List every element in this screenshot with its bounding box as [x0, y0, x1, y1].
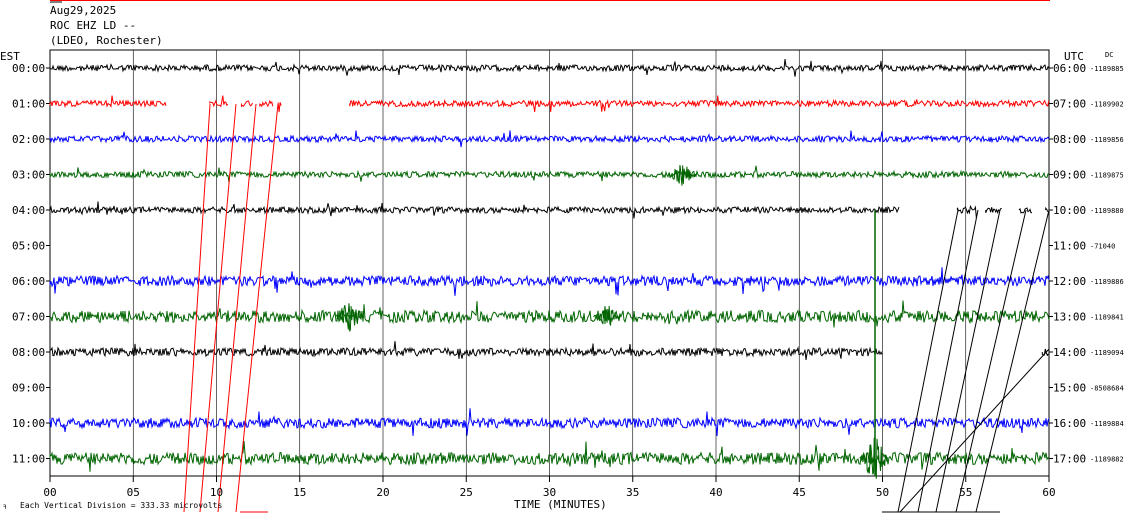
seismic-trace-segment [985, 207, 1002, 215]
dc-offset-label: -1189094 [1090, 349, 1124, 357]
seismic-event-burst [335, 305, 365, 332]
seismic-trace-segment [1041, 348, 1049, 357]
seismic-trace-segment [1045, 206, 1050, 213]
x-tick-label: 45 [793, 486, 806, 499]
seismic-trace-segment [49, 300, 1050, 328]
est-time-label: 00:00 [12, 62, 45, 75]
utc-time-label: 14:00 [1053, 346, 1086, 359]
dc-offset-label: -1189886 [1090, 278, 1124, 286]
seismic-event-burst [593, 305, 622, 326]
est-time-label: 06:00 [12, 275, 45, 288]
seismic-trace-segment [49, 130, 1050, 148]
est-time-label: 10:00 [12, 417, 45, 430]
x-tick-label: 35 [626, 486, 639, 499]
header-station: ROC EHZ LD -- [50, 19, 137, 32]
est-time-label: 01:00 [12, 98, 45, 111]
est-axis-title: EST [0, 50, 20, 63]
overlay-black-trace [917, 209, 979, 513]
overlay-red-trace [217, 103, 257, 513]
overlay-black-trace [935, 209, 1001, 513]
dc-offset-label: -1189856 [1090, 136, 1124, 144]
utc-time-label: 13:00 [1053, 311, 1086, 324]
footer-scale-text: Each Vertical Division = 333.33 microvol… [20, 501, 222, 510]
utc-time-label: 08:00 [1053, 133, 1086, 146]
seismic-trace-segment [956, 204, 977, 219]
dc-offset-label: -1189882 [1090, 456, 1124, 464]
overlay-black-trace [897, 209, 959, 513]
utc-time-label: 15:00 [1053, 382, 1086, 395]
dc-axis-title: DC [1105, 51, 1113, 59]
seismic-trace-segment [49, 441, 1050, 472]
seismic-trace-segment [1018, 207, 1033, 214]
est-time-label: 03:00 [12, 169, 45, 182]
seismic-trace-segment [241, 100, 253, 108]
dc-offset-label: -71040 [1090, 243, 1115, 251]
est-time-label: 05:00 [12, 240, 45, 253]
x-tick-label: 30 [543, 486, 556, 499]
footer-mark: ꟻ [3, 504, 6, 511]
x-tick-label: 25 [460, 486, 473, 499]
x-tick-label: 55 [959, 486, 972, 499]
seismic-trace-segment [49, 59, 1050, 77]
seismic-trace-segment [49, 267, 1050, 296]
x-tick-label: 10 [210, 486, 223, 499]
est-time-label: 04:00 [12, 204, 45, 217]
x-tick-label: 00 [43, 486, 56, 499]
seismic-trace-segment [49, 341, 883, 360]
dc-offset-label: -1189884 [1090, 420, 1124, 428]
dc-offset-label: -1189902 [1090, 101, 1124, 109]
x-tick-label: 20 [376, 486, 389, 499]
est-time-label: 07:00 [12, 311, 45, 324]
overlay-black-trace [899, 348, 1050, 513]
seismic-trace-segment [49, 165, 1050, 183]
header-network: (LDEO, Rochester) [50, 34, 163, 47]
seismic-event-burst [859, 437, 888, 479]
seismic-trace-segment [277, 102, 282, 113]
seismic-trace-segment [49, 95, 167, 109]
est-time-label: 08:00 [12, 346, 45, 359]
seismic-trace-segment [49, 408, 1050, 437]
seismic-trace-segment [49, 201, 900, 219]
utc-time-label: 11:00 [1053, 240, 1086, 253]
est-time-label: 02:00 [12, 133, 45, 146]
seismic-event-burst [668, 165, 697, 186]
x-tick-label: 15 [293, 486, 306, 499]
dc-offset-label: -1189875 [1090, 172, 1124, 180]
x-tick-label: 50 [876, 486, 889, 499]
dc-offset-label: -1189841 [1090, 314, 1124, 322]
dc-offset-label: -1189880 [1090, 207, 1124, 215]
dc-offset-label: -1189885 [1090, 65, 1124, 73]
utc-time-label: 06:00 [1053, 62, 1086, 75]
est-time-label: 09:00 [12, 382, 45, 395]
dc-offset-label: -8508684 [1090, 385, 1124, 393]
utc-time-label: 07:00 [1053, 98, 1086, 111]
overlay-black-trace [955, 209, 1027, 513]
utc-time-label: 12:00 [1053, 275, 1086, 288]
seismic-trace-segment [349, 95, 1050, 113]
overlay-black-trace [975, 209, 1050, 513]
utc-time-label: 17:00 [1053, 453, 1086, 466]
utc-time-label: 16:00 [1053, 417, 1086, 430]
overlay-red-trace [199, 103, 237, 513]
x-tick-label: 40 [709, 486, 722, 499]
utc-time-label: 10:00 [1053, 204, 1086, 217]
seismic-trace-segment [209, 95, 229, 108]
utc-time-label: 09:00 [1053, 169, 1086, 182]
x-tick-label: 05 [127, 486, 140, 499]
x-tick-label: 60 [1042, 486, 1055, 499]
overlay-red-trace [183, 103, 211, 513]
seismic-trace-segment [259, 99, 274, 108]
header-date: Aug29,2025 [50, 4, 117, 17]
utc-axis-title: UTC [1064, 50, 1084, 63]
est-time-label: 11:00 [12, 453, 45, 466]
overlay-red-trace [235, 103, 279, 513]
x-axis-title: TIME (MINUTES) [514, 498, 607, 511]
